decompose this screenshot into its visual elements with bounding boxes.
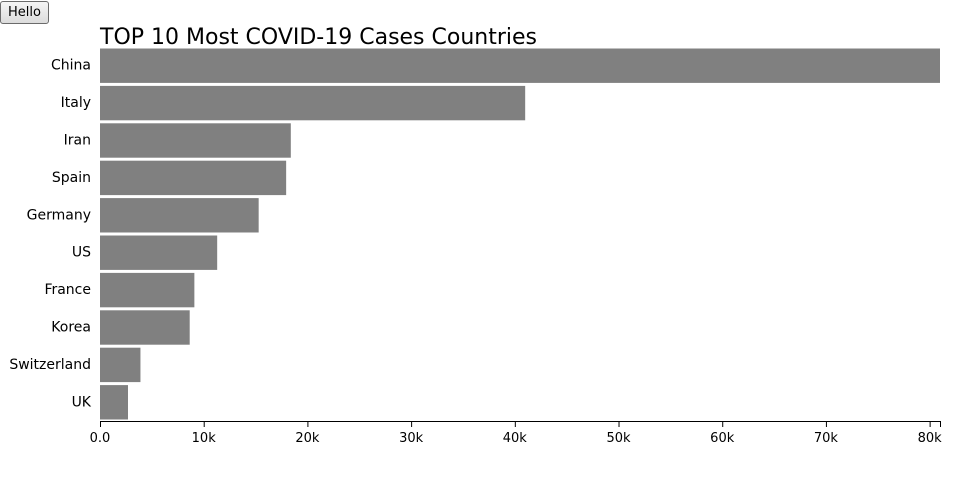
category-label: Spain (52, 170, 91, 186)
bar-france (100, 272, 195, 308)
x-tick-label: 10k (192, 431, 217, 446)
category-label: Switzerland (9, 357, 91, 373)
bar-uk (100, 385, 128, 420)
category-label: US (72, 245, 91, 261)
bar-switzerland (100, 347, 141, 383)
category-label: Germany (27, 207, 91, 223)
x-tick-label: 60k (710, 431, 735, 446)
category-label: Korea (51, 320, 91, 336)
category-label: France (44, 282, 91, 298)
bar-us (100, 235, 218, 270)
bar-italy (100, 85, 526, 121)
category-label: Italy (61, 95, 91, 111)
bar-germany (100, 198, 259, 233)
x-axis-line (100, 421, 941, 427)
x-axis: 0.0 10k 20k 30k 40k 50k 60k 70k 80k (90, 421, 942, 446)
x-tick-label: 50k (606, 431, 631, 446)
category-label: Iran (64, 133, 91, 149)
bar-korea (100, 310, 190, 345)
x-tick-label: 30k (399, 431, 424, 446)
bar-iran (100, 123, 291, 158)
bar-spain (100, 160, 287, 196)
bars-group (100, 48, 940, 420)
category-label: China (51, 58, 91, 74)
hello-button[interactable]: Hello (0, 1, 49, 24)
x-tick-label: 0.0 (90, 431, 111, 446)
chart-title: TOP 10 Most COVID-19 Cases Countries (99, 25, 537, 50)
category-label: UK (72, 394, 92, 410)
x-tick-label: 80k (918, 431, 943, 446)
x-tick-label: 70k (814, 431, 839, 446)
category-labels: China Italy Iran Spain Germany US France Korea S… (9, 58, 91, 411)
x-tick-label: 20k (295, 431, 320, 446)
x-tick-label: 40k (503, 431, 528, 446)
bar-china (100, 48, 940, 83)
